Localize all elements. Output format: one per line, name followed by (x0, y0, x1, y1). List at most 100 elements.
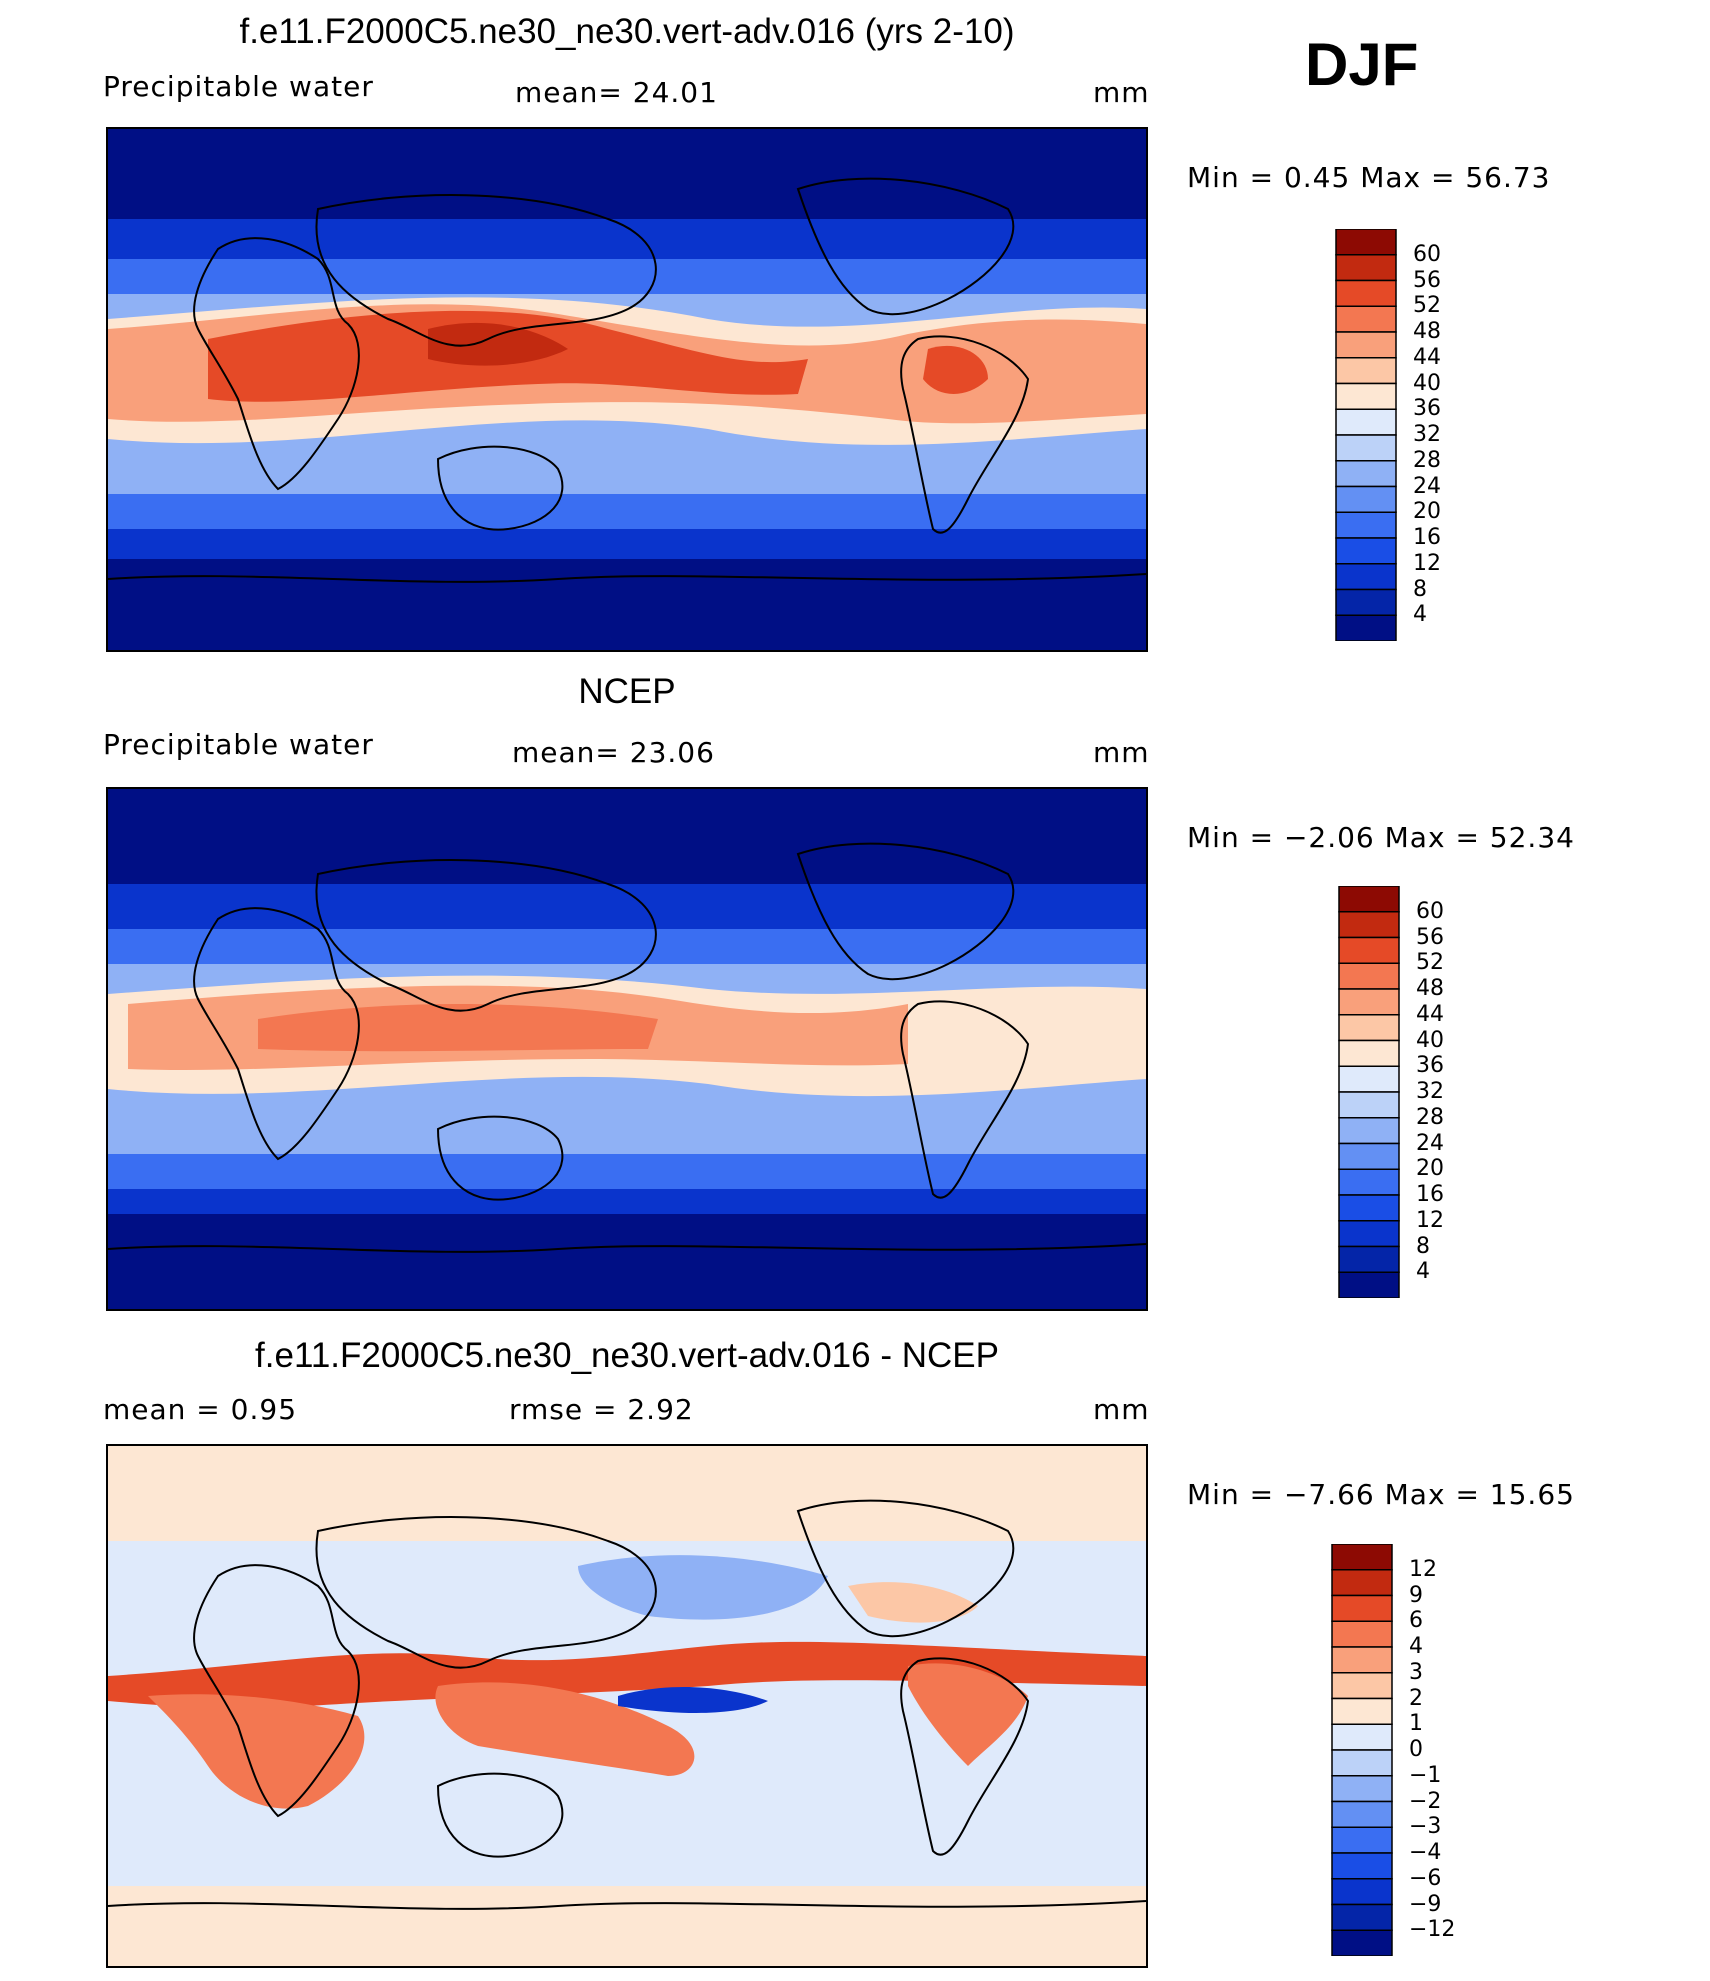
colorbar-obs (1338, 885, 1400, 1303)
colorbar-swatch (1335, 563, 1397, 591)
colorbar-swatch (1338, 1117, 1400, 1145)
coast-eurasia (315, 1516, 657, 1669)
colorbar-label: 4 (1416, 1259, 1430, 1285)
coast-australia (436, 445, 564, 531)
map-model-svg (108, 129, 1146, 650)
colorbar-label: −4 (1409, 1840, 1442, 1865)
colorbar-label: −12 (1409, 1917, 1456, 1943)
colorbar-label: 48 (1416, 976, 1444, 1001)
colorbar-label: 40 (1413, 370, 1441, 396)
colorbar-swatch (1331, 1852, 1393, 1880)
colorbar-label: 12 (1416, 1207, 1444, 1233)
colorbar-swatch (1331, 1697, 1393, 1725)
season-label: DJF (1305, 31, 1419, 98)
map-obs-svg (108, 789, 1146, 1309)
panel-title-diff: f.e11.F2000C5.ne30_ne30.vert-adv.016 - N… (255, 1336, 999, 1375)
colorbar-label: −3 (1409, 1814, 1442, 1840)
colorbar-label: 36 (1416, 1053, 1444, 1079)
colorbar-swatch (1335, 357, 1397, 385)
colorbar-swatch (1335, 511, 1397, 539)
colorbar-diff (1331, 1543, 1393, 1961)
panel-units-diff: mm (1093, 1393, 1150, 1426)
coast-antarctica (108, 1900, 1146, 1910)
colorbar-swatch (1335, 382, 1397, 410)
colorbar-swatch (1338, 1142, 1400, 1170)
coast-antarctica (108, 1243, 1146, 1253)
band-africa-diff (148, 1694, 365, 1809)
coast-australia (436, 1115, 564, 1201)
panel-title-model: f.e11.F2000C5.ne30_ne30.vert-adv.016 (yr… (239, 12, 1015, 51)
panel-left-label-model: Precipitable water (103, 70, 374, 103)
colorbar-label: 28 (1413, 447, 1441, 473)
colorbar-label: 36 (1413, 396, 1441, 422)
colorbar-swatch (1338, 1245, 1400, 1273)
colorbar-obs-swatches (1338, 885, 1400, 1299)
colorbar-label: 40 (1416, 1027, 1444, 1053)
colorbar-label: −6 (1409, 1865, 1442, 1891)
colorbar-label: 52 (1416, 950, 1444, 976)
coast-south-america (900, 1000, 1030, 1199)
band-core (428, 322, 568, 366)
coastlines (108, 177, 1146, 583)
coast-africa (193, 1564, 360, 1818)
colorbar-swatch (1331, 1672, 1393, 1700)
colorbar-swatch (1335, 279, 1397, 307)
panel-mean-model: mean= 24.01 (515, 76, 718, 109)
colorbar-model (1335, 228, 1397, 646)
coast-africa (193, 907, 360, 1161)
colorbar-swatch (1338, 936, 1400, 964)
panel-left-label-obs: Precipitable water (103, 728, 374, 761)
map-diff-svg (108, 1446, 1146, 1966)
colorbar-label: 32 (1413, 422, 1441, 447)
colorbar-label: 0 (1409, 1737, 1423, 1762)
colorbar-swatch (1331, 1775, 1393, 1803)
panel-units-obs: mm (1093, 736, 1150, 769)
colorbar-swatch (1331, 1594, 1393, 1622)
colorbar-swatch (1331, 1646, 1393, 1674)
colorbar-label: 60 (1416, 898, 1444, 924)
colorbar-swatch (1331, 1569, 1393, 1597)
colorbar-label: 16 (1413, 525, 1441, 550)
colorbar-label: 12 (1409, 1556, 1437, 1582)
panel-minmax-model: Min = 0.45 Max = 56.73 (1187, 161, 1551, 194)
coast-eurasia (315, 859, 657, 1012)
colorbar-swatch (1331, 1929, 1393, 1957)
map-diff (106, 1444, 1148, 1968)
map-model (106, 127, 1148, 652)
colorbar-label: 52 (1413, 293, 1441, 319)
colorbar-label: 20 (1416, 1156, 1444, 1182)
colorbar-label: 24 (1413, 473, 1441, 499)
panel-minmax-obs: Min = −2.06 Max = 52.34 (1187, 821, 1575, 854)
colorbar-swatch (1338, 911, 1400, 939)
coast-africa (193, 237, 360, 491)
colorbar-diff-swatches (1331, 1543, 1393, 1957)
colorbar-swatch (1338, 1091, 1400, 1119)
colorbar-label: 48 (1413, 319, 1441, 344)
colorbar-swatch (1331, 1749, 1393, 1777)
colorbar-swatch (1335, 228, 1397, 256)
coast-australia (436, 1772, 564, 1858)
colorbar-swatch (1335, 537, 1397, 565)
colorbar-model-swatches (1335, 228, 1397, 642)
band-pacific-neg (618, 1686, 768, 1713)
band-amazon (923, 345, 988, 394)
colorbar-swatch (1338, 885, 1400, 913)
coastlines (108, 1499, 1146, 1910)
colorbar-label: 60 (1413, 241, 1441, 267)
band-npac-neg (578, 1555, 828, 1620)
map-obs (106, 787, 1148, 1311)
colorbar-swatch (1331, 1878, 1393, 1906)
colorbar-label: 12 (1413, 550, 1441, 576)
band-south (108, 1886, 1146, 1966)
panel-units-model: mm (1093, 76, 1150, 109)
colorbar-swatch (1335, 305, 1397, 333)
colorbar-swatch (1338, 1220, 1400, 1248)
colorbar-label: 4 (1409, 1634, 1423, 1659)
coast-south-america (900, 1657, 1030, 1856)
colorbar-swatch (1335, 254, 1397, 282)
colorbar-swatch (1331, 1620, 1393, 1648)
band-gulf-pos (848, 1582, 978, 1623)
colorbar-swatch (1338, 1168, 1400, 1196)
coast-north-america (796, 177, 1015, 316)
colorbar-swatch (1335, 331, 1397, 359)
